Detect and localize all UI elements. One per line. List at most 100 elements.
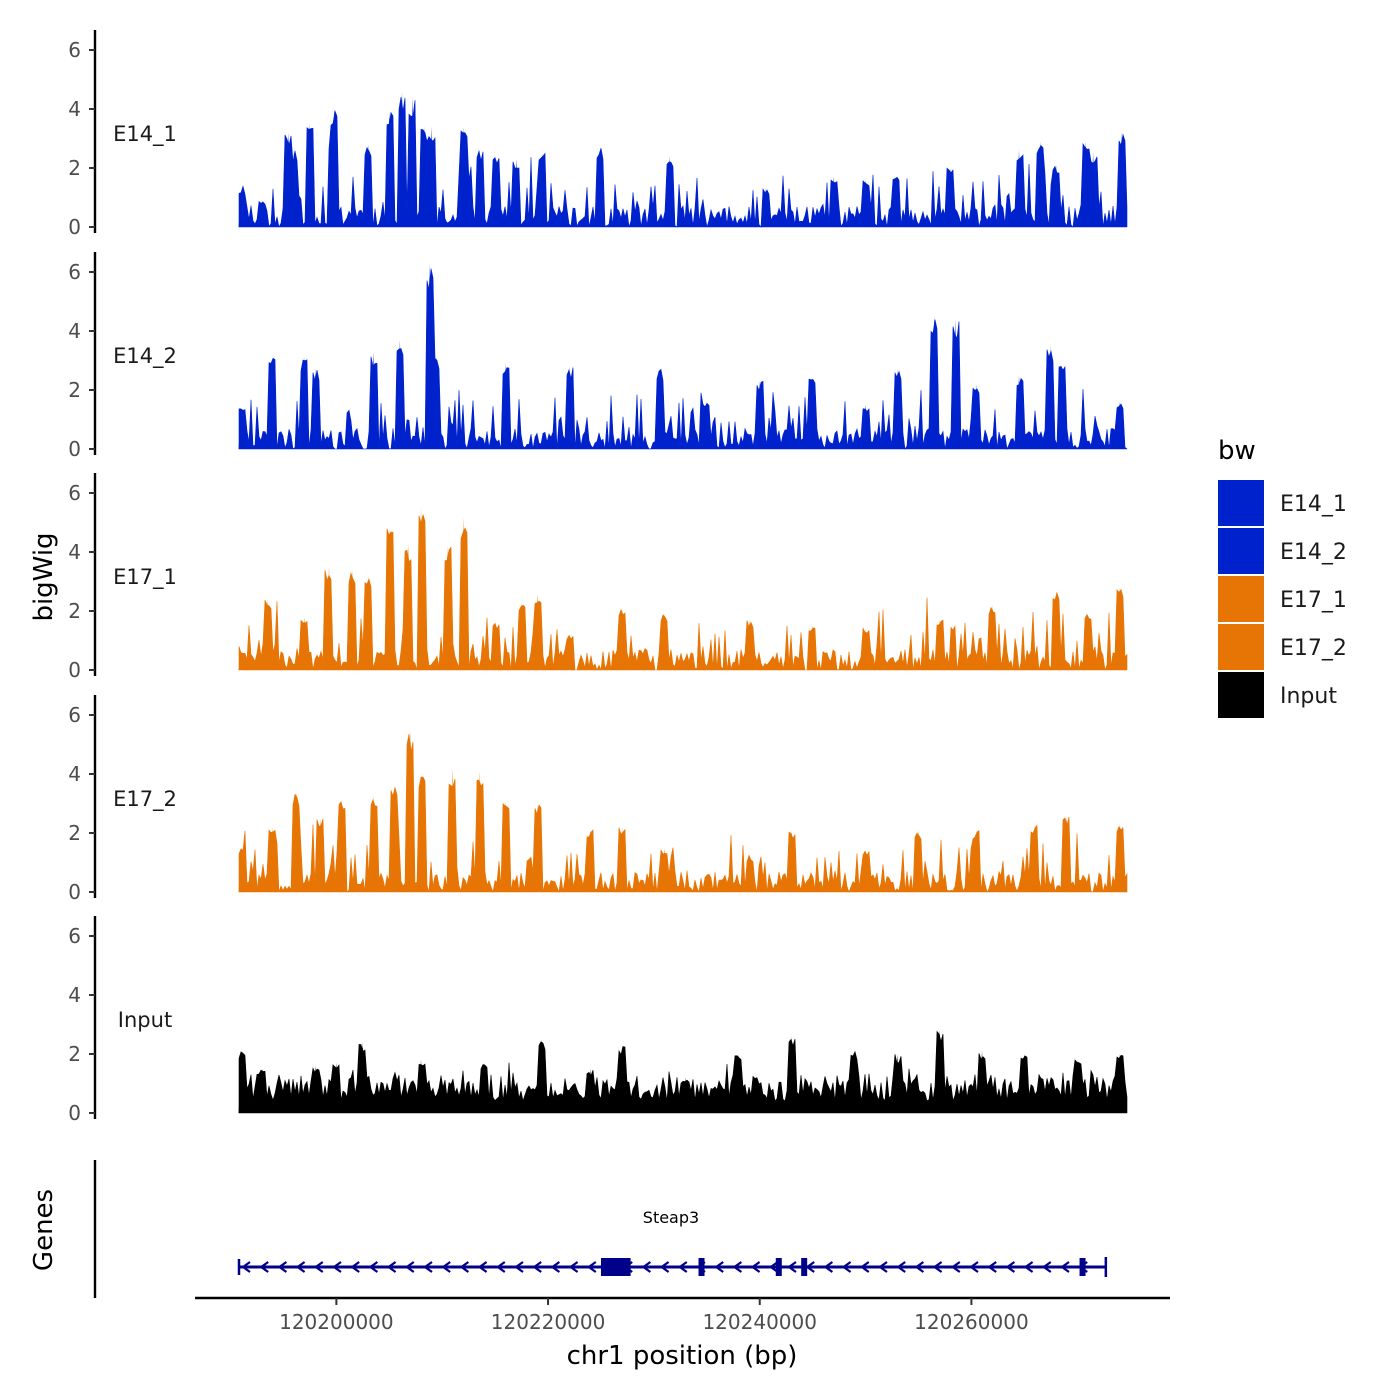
- peak-mark: [931, 316, 937, 449]
- peak-mark: [1119, 132, 1125, 227]
- strand-arrow-icon: [641, 1261, 652, 1273]
- y-tick-label: 0: [68, 880, 81, 904]
- y-tick-label: 2: [68, 156, 81, 180]
- peak-mark: [757, 381, 763, 449]
- y-tick-label: 2: [68, 378, 81, 402]
- peak-mark: [270, 827, 276, 892]
- peak-mark: [331, 109, 337, 227]
- peak-mark: [662, 847, 667, 892]
- peak-mark: [762, 188, 768, 227]
- peak-mark: [399, 91, 405, 227]
- track-label: E17_2: [113, 787, 177, 812]
- peak-mark: [566, 634, 572, 670]
- y-tick-label: 4: [68, 97, 81, 121]
- peak-mark: [619, 1045, 625, 1113]
- peak-mark: [302, 616, 308, 670]
- peak-mark: [397, 339, 403, 449]
- peak-mark: [1058, 366, 1064, 449]
- legend-label: E14_2: [1280, 540, 1347, 565]
- y-tick-label: 2: [68, 821, 81, 845]
- legend-key-e17_2: [1218, 624, 1264, 670]
- x-tick-label: 120260000: [914, 1310, 1029, 1334]
- peak-mark: [683, 1077, 689, 1113]
- track-e17_1: 0 2 4 6 E17_1: [68, 473, 1128, 682]
- peak-mark: [974, 830, 980, 892]
- track-input: 0 2 4 6 Input: [68, 916, 1128, 1125]
- legend-label: E17_1: [1280, 588, 1347, 613]
- peak-mark: [386, 112, 392, 227]
- strand-arrow-icon: [277, 1261, 288, 1273]
- peak-mark: [238, 1051, 244, 1113]
- peak-mark: [333, 1062, 339, 1113]
- peak-mark: [598, 147, 604, 227]
- strand-arrow-icon: [404, 1261, 415, 1273]
- y-tick-label: 6: [68, 481, 81, 505]
- strand-arrow-icon: [896, 1261, 906, 1273]
- peak-mark: [503, 363, 509, 449]
- strand-arrow-icon: [313, 1261, 324, 1273]
- strand-arrow-icon: [841, 1261, 852, 1273]
- peak-mark: [810, 378, 816, 449]
- peak-mark: [1021, 1054, 1027, 1113]
- peak-mark: [1083, 141, 1089, 227]
- strand-arrow-icon: [368, 1261, 379, 1273]
- strand-arrow-icon: [1041, 1261, 1052, 1273]
- strand-arrow-icon: [677, 1261, 688, 1273]
- peak-mark: [863, 628, 869, 670]
- peak-mark: [863, 404, 869, 449]
- legend-label: Input: [1280, 684, 1337, 709]
- peak-mark: [445, 546, 450, 670]
- legend-key-input: [1218, 672, 1264, 718]
- peak-mark: [746, 619, 752, 670]
- peak-mark: [667, 156, 673, 227]
- peak-mark: [259, 200, 265, 227]
- peak-mark: [460, 516, 466, 670]
- peak-mark: [450, 768, 456, 892]
- peak-mark: [1053, 165, 1059, 227]
- peak-mark: [259, 1068, 265, 1113]
- peak-mark: [1016, 150, 1022, 227]
- peak-mark: [307, 123, 313, 227]
- strand-arrow-icon: [441, 1261, 451, 1273]
- peak-mark: [408, 729, 413, 892]
- strand-arrow-icon: [514, 1261, 524, 1273]
- strand-arrow-icon: [386, 1261, 397, 1273]
- y-tick-label: 0: [68, 1101, 81, 1125]
- peak-mark: [916, 830, 921, 892]
- legend-label: E17_2: [1280, 636, 1347, 661]
- peak-mark: [1117, 824, 1123, 892]
- track-e14_1: 0 2 4 6 E14_1: [68, 30, 1128, 239]
- peak-mark: [238, 652, 244, 670]
- gene-label: Steap3: [643, 1208, 699, 1227]
- peak-mark: [405, 543, 411, 670]
- peak-mark: [789, 1036, 794, 1113]
- peak-mark: [476, 150, 482, 227]
- peak-mark: [312, 1065, 318, 1113]
- strand-arrow-icon: [859, 1261, 870, 1273]
- peak-mark: [656, 369, 662, 449]
- genes-axis-title: Genes: [29, 1189, 59, 1271]
- peak-mark: [418, 777, 424, 892]
- peak-mark: [540, 153, 546, 227]
- peak-mark: [990, 605, 996, 670]
- legend-label: E14_1: [1280, 492, 1347, 517]
- peak-mark: [1074, 1059, 1080, 1113]
- peak-mark: [238, 191, 244, 227]
- peak-mark: [1085, 614, 1091, 670]
- legend-title: bw: [1218, 436, 1256, 466]
- peak-mark: [492, 622, 498, 670]
- x-tick-label: 120200000: [279, 1310, 394, 1334]
- strand-arrow-icon: [259, 1261, 269, 1273]
- peak-mark: [365, 575, 371, 670]
- legend-key-e17_1: [1218, 576, 1264, 622]
- legend-key-e14_1: [1218, 480, 1264, 526]
- strand-arrow-icon: [805, 1261, 815, 1273]
- peak-mark: [1117, 401, 1123, 449]
- peak-mark: [1016, 375, 1022, 449]
- strand-arrow-icon: [1005, 1261, 1016, 1273]
- peak-mark: [894, 1054, 900, 1113]
- track-e14_2: 0 2 4 6 E14_2: [68, 252, 1128, 461]
- peak-mark: [370, 351, 376, 449]
- peak-mark: [270, 357, 276, 449]
- strand-arrow-icon: [768, 1261, 779, 1273]
